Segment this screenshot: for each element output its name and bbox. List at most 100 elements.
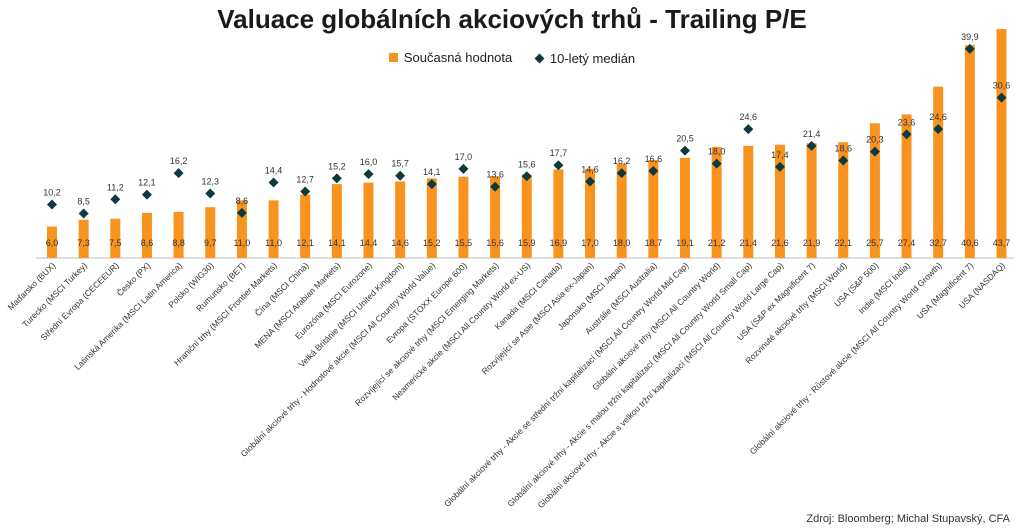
median-value-label-3: 12,1 bbox=[138, 178, 156, 188]
median-marker-0 bbox=[47, 199, 57, 210]
median-value-label-5: 12,3 bbox=[201, 177, 219, 187]
bar-2 bbox=[110, 218, 121, 258]
median-value-label-18: 16,2 bbox=[613, 156, 631, 166]
bar-4 bbox=[173, 211, 184, 258]
bar-12 bbox=[426, 178, 437, 258]
bar-value-label-30: 43,7 bbox=[993, 238, 1011, 248]
median-value-label-21: 18,0 bbox=[708, 147, 726, 157]
median-marker-9 bbox=[331, 173, 342, 184]
bar-5 bbox=[205, 207, 216, 258]
bar-value-label-14: 15,6 bbox=[486, 238, 504, 248]
bar-22 bbox=[743, 145, 754, 258]
median-marker-30 bbox=[996, 92, 1007, 103]
bar-25 bbox=[838, 142, 849, 258]
median-marker-26 bbox=[869, 146, 880, 157]
bar-3 bbox=[141, 212, 152, 258]
category-label-22: Globální akciové trhy - Akcie s malou tr… bbox=[505, 260, 754, 509]
bar-value-label-15: 15,9 bbox=[518, 238, 536, 248]
category-label-29: USA (Magnificent 7) bbox=[915, 260, 976, 321]
source-note: Zdroj: Bloomberg; Michal Stupavský, CFA bbox=[806, 513, 1010, 525]
bar-0 bbox=[47, 226, 57, 258]
bar-value-label-13: 15,5 bbox=[455, 238, 473, 248]
median-value-label-23: 17,4 bbox=[771, 150, 789, 160]
bar-value-label-28: 32,7 bbox=[929, 238, 947, 248]
bar-value-label-12: 15,2 bbox=[423, 238, 441, 248]
bar-value-label-27: 27,4 bbox=[898, 238, 916, 248]
bar-value-label-21: 21,2 bbox=[708, 238, 726, 248]
bar-value-label-7: 11,0 bbox=[265, 238, 282, 248]
bar-value-label-20: 19,1 bbox=[676, 238, 694, 248]
category-label-14: Rozvíjející se akciové trhy (MSCI Emergi… bbox=[353, 260, 501, 408]
median-value-label-4: 16,2 bbox=[170, 156, 188, 166]
legend-item-current: Současná hodnota bbox=[388, 50, 512, 65]
bar-value-label-9: 14,1 bbox=[328, 238, 346, 248]
median-marker-27 bbox=[901, 129, 912, 140]
median-value-label-28: 24,6 bbox=[929, 112, 947, 122]
median-value-label-14: 13,6 bbox=[486, 170, 504, 180]
category-label-23: Globální akciové trhy - Akcie s velkou t… bbox=[536, 260, 786, 510]
legend: Současná hodnota 10-letý medián bbox=[0, 50, 1024, 66]
median-value-label-24: 21,4 bbox=[803, 129, 821, 139]
bar-19 bbox=[648, 160, 659, 258]
bar-value-label-22: 21,4 bbox=[740, 238, 758, 248]
median-marker-12 bbox=[426, 179, 437, 190]
median-value-label-9: 15,2 bbox=[328, 161, 346, 171]
bar-14 bbox=[490, 176, 501, 258]
median-value-label-8: 12,7 bbox=[296, 174, 314, 184]
median-value-label-19: 16,6 bbox=[645, 154, 663, 164]
bar-value-label-4: 8,8 bbox=[172, 238, 185, 248]
median-value-label-27: 23,6 bbox=[898, 117, 916, 127]
median-value-label-6: 8,6 bbox=[236, 196, 249, 206]
bar-1 bbox=[78, 219, 89, 258]
median-value-label-13: 17,0 bbox=[455, 152, 473, 162]
median-value-label-10: 16,0 bbox=[360, 157, 378, 167]
bar-24 bbox=[806, 143, 817, 258]
median-marker-5 bbox=[205, 188, 216, 199]
bar-26 bbox=[869, 123, 880, 258]
bar-29 bbox=[964, 45, 975, 259]
median-marker-16 bbox=[553, 160, 564, 171]
category-label-17: Rozvíjející se Asie (MSCI Asia ex-Japan) bbox=[479, 260, 595, 376]
median-marker-11 bbox=[395, 170, 406, 181]
legend-median-label: 10-letý medián bbox=[549, 51, 636, 66]
bar-value-label-26: 25,7 bbox=[866, 238, 884, 248]
bar-value-label-5: 9,7 bbox=[204, 238, 217, 248]
median-value-label-17: 14,6 bbox=[581, 164, 599, 174]
bar-value-label-18: 18,0 bbox=[613, 238, 631, 248]
median-marker-3 bbox=[141, 189, 152, 200]
bar-11 bbox=[395, 181, 406, 258]
bar-28 bbox=[933, 86, 944, 258]
median-marker-29 bbox=[964, 43, 975, 54]
bar-value-label-19: 18,7 bbox=[645, 238, 663, 248]
bar-30 bbox=[996, 29, 1007, 258]
median-marker-15 bbox=[521, 171, 532, 182]
median-marker-24 bbox=[806, 140, 817, 151]
median-value-label-0: 10,2 bbox=[43, 188, 61, 198]
bar-17 bbox=[585, 168, 596, 258]
median-value-label-7: 14,4 bbox=[265, 166, 283, 176]
median-marker-20 bbox=[680, 145, 690, 156]
bar-value-label-23: 21,6 bbox=[771, 238, 789, 248]
median-value-label-11: 15,7 bbox=[391, 159, 409, 169]
category-label-8: Čína (MSCI China) bbox=[253, 260, 311, 318]
bar-6 bbox=[236, 200, 247, 258]
bar-13 bbox=[458, 176, 469, 258]
median-value-label-20: 20,5 bbox=[676, 134, 694, 144]
median-marker-6 bbox=[236, 207, 247, 218]
bar-27 bbox=[901, 114, 912, 258]
bar-9 bbox=[331, 184, 342, 258]
median-marker-21 bbox=[711, 158, 722, 169]
bar-7 bbox=[268, 200, 279, 258]
median-marker-2 bbox=[110, 194, 121, 205]
bar-23 bbox=[774, 144, 785, 258]
bar-value-label-16: 16,9 bbox=[550, 238, 568, 248]
median-value-label-30: 30,6 bbox=[993, 81, 1011, 91]
median-marker-13 bbox=[458, 163, 469, 174]
median-marker-23 bbox=[774, 161, 785, 172]
bar-value-label-29: 40,6 bbox=[961, 238, 979, 248]
legend-item-median: 10-letý medián bbox=[534, 51, 636, 66]
bar-value-label-25: 22,1 bbox=[834, 238, 852, 248]
median-value-label-1: 8,5 bbox=[77, 196, 90, 206]
bar-20 bbox=[680, 157, 690, 258]
median-marker-4 bbox=[173, 168, 184, 179]
